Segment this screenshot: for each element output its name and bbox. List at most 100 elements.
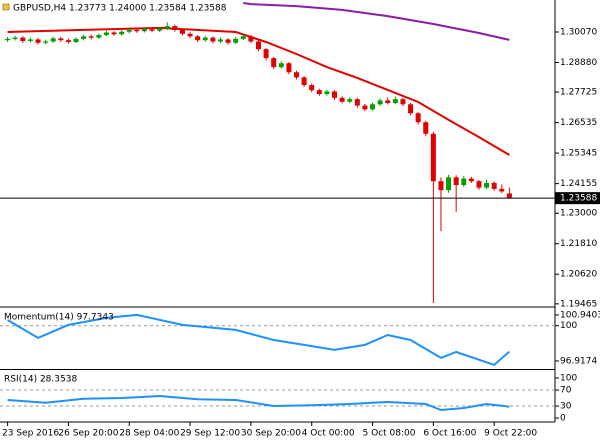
candle-body [301,77,307,86]
candle-body [400,99,406,105]
candle-body [392,99,398,103]
candle-body [210,37,216,42]
panel [5,2,512,303]
candle-body [119,31,125,35]
candle-body [316,90,322,95]
panel-title: Momentum(14) 97.7343 [4,313,114,323]
panel-title: GBPUSD,H4 1.23773 1.24000 1.23584 1.2358… [13,4,227,14]
panel-title: RSI(14) 28.3538 [4,375,77,385]
y-tick-label: 100 [560,321,577,331]
y-tick-label: 0 [560,414,566,424]
candle-body [134,29,140,32]
candle-body [506,193,512,199]
y-tick-label: 96.9174 [560,356,597,366]
y-tick-label: 30 [560,402,572,412]
y-tick-label: 1.25345 [560,149,597,159]
candle-body [43,41,49,43]
x-tick-label: 23 Sep 2016 [2,429,59,439]
candle-body [347,99,353,102]
candle-body [172,26,178,30]
candle-body [468,178,474,182]
candle-body [271,58,277,68]
candle-body [164,26,170,29]
candle-body [286,63,292,73]
panel [0,313,555,367]
candle-body [430,133,436,182]
candle-body [377,100,383,105]
candle-body [484,182,490,188]
candle-body [446,177,452,191]
candle-body [438,181,444,191]
candle-body [233,38,239,43]
candle-body [476,181,482,188]
x-tick-label: 6 Oct 16:00 [423,429,476,439]
panel [0,389,555,412]
moving-average [243,2,510,41]
current-price-label: 1.23588 [560,194,597,204]
x-tick-label: 9 Oct 22:00 [484,429,537,439]
candle-body [263,49,269,59]
y-tick-label: 1.28880 [560,58,597,68]
candle-body [58,38,64,41]
candle-body [96,35,102,38]
indicator-line [7,394,510,412]
candle-body [179,29,185,34]
candle-body [202,37,208,41]
y-tick-label: 1.30070 [560,27,597,37]
candle-body [157,28,163,31]
candle-body [240,36,246,39]
candle-body [5,38,11,41]
candle-body [453,177,459,186]
y-tick-label: 1.23000 [560,209,597,219]
candle-body [73,38,79,42]
candle-body [27,39,33,41]
x-tick-label: 26 Sep 20:00 [58,429,118,439]
candle-body [20,37,26,41]
candle-body [195,36,201,41]
y-tick-label: 1.19465 [560,299,597,309]
x-tick-label: 28 Sep 04:00 [119,429,179,439]
candle-body [126,29,132,32]
candle-body [370,104,376,110]
candle-body [88,36,94,38]
candle-body [294,72,300,78]
candle-body [461,178,467,186]
candle-body [35,39,41,43]
candle-body [248,36,254,42]
symbol-icon [2,3,10,11]
x-tick-label: 29 Sep 12:00 [180,429,240,439]
y-tick-label: 1.24155 [560,179,597,189]
candle-body [423,122,429,134]
candle-body [103,32,109,36]
candle-body [499,188,505,192]
candle-body [354,99,360,106]
candle-body [339,97,345,102]
y-tick-label: 1.20620 [560,270,597,280]
x-tick-label: 5 Oct 08:00 [363,429,416,439]
candle-body [362,105,368,110]
indicator-line [7,313,511,367]
candle-body [187,33,193,37]
candle-body [50,38,56,42]
candle-body [309,85,315,91]
y-tick-label: 1.26535 [560,118,597,128]
candle-body [385,100,391,103]
candle-body [65,40,71,42]
candle-body [141,29,147,32]
y-tick-label: 100.9403 [560,310,600,320]
candle-body [217,39,223,42]
y-tick-label: 1.21810 [560,239,597,249]
candle-body [81,36,87,39]
candle-body [415,113,421,123]
candle-body [149,29,155,31]
candle-body [225,39,231,43]
candle-body [332,91,338,98]
candle-body [324,91,330,95]
y-tick-label: 70 [560,386,572,396]
candle-body [408,104,414,114]
candle-body [111,32,117,35]
candle-body [278,63,284,68]
y-tick-label: 1.27725 [560,88,597,98]
